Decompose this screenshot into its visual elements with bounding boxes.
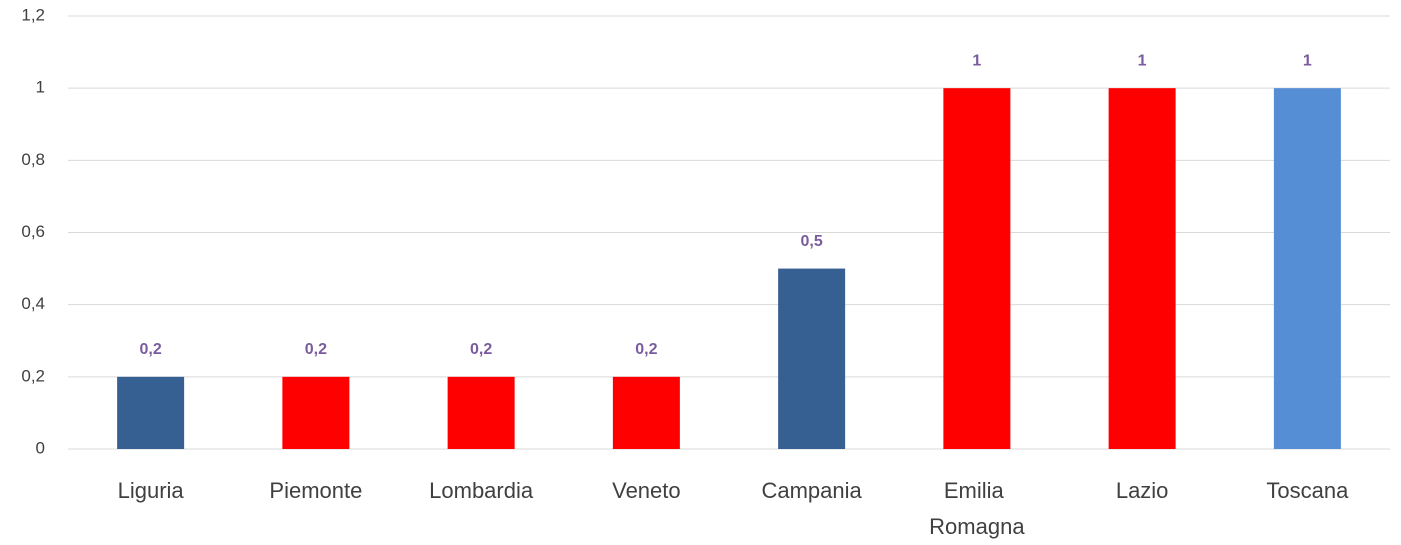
bar [612, 376, 680, 449]
x-tick-label: Piemonte [269, 478, 362, 503]
y-tick-label: 1 [36, 78, 45, 97]
bar [117, 376, 185, 449]
y-tick-label: 1,2 [21, 5, 45, 24]
x-tick-label: Lombardia [429, 478, 534, 503]
x-tick-label: Lazio [1116, 478, 1169, 503]
y-tick-label: 0,4 [21, 294, 45, 313]
y-tick-label: 0,6 [21, 222, 45, 241]
x-tick-label: Emilia Romagna [929, 478, 1025, 539]
bar [778, 268, 846, 449]
y-tick-label: 0,2 [21, 366, 45, 385]
data-label: 0,2 [635, 341, 657, 358]
bar [447, 376, 515, 449]
data-label: 1 [1303, 52, 1312, 69]
x-tick-label: Veneto [612, 478, 681, 503]
data-label: 1 [1138, 52, 1147, 69]
bar [1273, 88, 1341, 450]
x-tick-label: Toscana [1266, 478, 1349, 503]
data-label: 0,2 [140, 341, 162, 358]
y-tick-label: 0 [36, 438, 45, 457]
data-label: 0,2 [305, 341, 327, 358]
x-tick-label: Liguria [118, 478, 185, 503]
bar [1108, 88, 1176, 450]
data-label: 1 [972, 52, 981, 69]
bar [943, 88, 1011, 450]
y-tick-label: 0,8 [21, 150, 45, 169]
data-label: 0,2 [470, 341, 492, 358]
bar [282, 376, 350, 449]
x-tick-label: Campania [761, 478, 862, 503]
data-label: 0,5 [801, 233, 823, 250]
